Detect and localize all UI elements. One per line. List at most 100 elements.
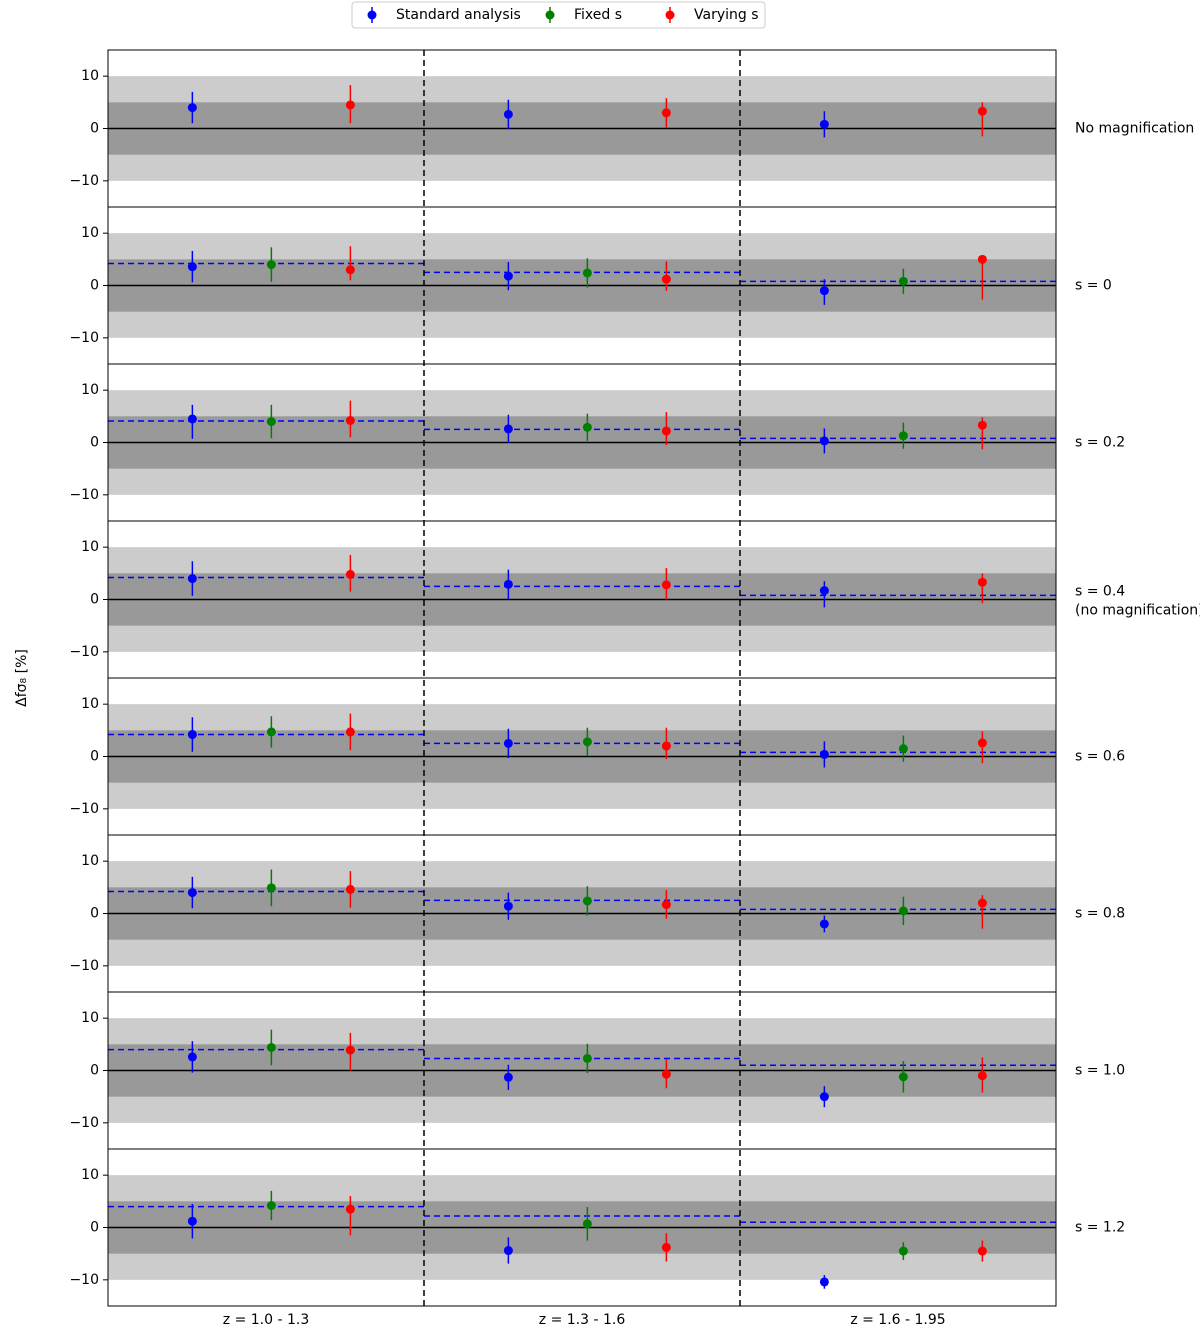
data-point bbox=[187, 888, 197, 898]
data-point bbox=[582, 1219, 592, 1229]
data-point bbox=[661, 900, 671, 910]
data-point bbox=[345, 727, 355, 737]
data-point bbox=[503, 271, 513, 281]
data-point bbox=[266, 727, 276, 737]
data-point bbox=[819, 1092, 829, 1102]
data-point bbox=[345, 1204, 355, 1214]
data-point bbox=[503, 424, 513, 434]
data-point bbox=[898, 1246, 908, 1256]
data-point bbox=[977, 1071, 987, 1081]
panel-label: s = 0 bbox=[1075, 278, 1112, 294]
y-tick-label: 0 bbox=[90, 592, 99, 608]
data-point bbox=[266, 260, 276, 270]
panel-label: (no magnification) bbox=[1075, 603, 1200, 619]
x-category-label: z = 1.6 - 1.95 bbox=[850, 1312, 945, 1327]
data-point bbox=[582, 1053, 592, 1063]
panel-label: s = 0.2 bbox=[1075, 435, 1125, 451]
legend-marker bbox=[545, 10, 555, 20]
y-tick-label: 0 bbox=[90, 906, 99, 922]
legend-label: Varying s bbox=[694, 7, 759, 23]
y-tick-label: 10 bbox=[81, 1167, 99, 1183]
data-point bbox=[977, 106, 987, 116]
legend-marker bbox=[665, 10, 675, 20]
data-point bbox=[898, 906, 908, 916]
y-tick-label: −10 bbox=[69, 487, 99, 503]
y-tick-label: −10 bbox=[69, 801, 99, 817]
data-point bbox=[266, 883, 276, 893]
data-point bbox=[582, 896, 592, 906]
data-point bbox=[819, 919, 829, 929]
y-tick-label: 10 bbox=[81, 539, 99, 555]
data-point bbox=[661, 1242, 671, 1252]
data-point bbox=[819, 749, 829, 759]
x-category-label: z = 1.0 - 1.3 bbox=[223, 1312, 309, 1327]
panel-label: No magnification bbox=[1075, 121, 1194, 137]
data-point bbox=[582, 422, 592, 432]
y-tick-label: 10 bbox=[81, 696, 99, 712]
legend-box bbox=[351, 1, 766, 29]
data-point bbox=[503, 109, 513, 119]
data-point bbox=[898, 431, 908, 441]
y-tick-label: 10 bbox=[81, 853, 99, 869]
data-point bbox=[977, 577, 987, 587]
data-point bbox=[266, 417, 276, 427]
data-point bbox=[661, 426, 671, 436]
data-point bbox=[345, 265, 355, 275]
data-point bbox=[898, 744, 908, 754]
data-point bbox=[266, 1201, 276, 1211]
data-point bbox=[977, 1246, 987, 1256]
y-tick-label: −10 bbox=[69, 1272, 99, 1288]
data-point bbox=[187, 414, 197, 424]
y-tick-label: −10 bbox=[69, 1115, 99, 1131]
data-point bbox=[345, 569, 355, 579]
data-point bbox=[503, 1072, 513, 1082]
data-point bbox=[819, 1277, 829, 1287]
y-tick-label: 10 bbox=[81, 225, 99, 241]
data-point bbox=[187, 574, 197, 584]
data-point bbox=[977, 254, 987, 264]
data-point bbox=[582, 268, 592, 278]
y-tick-label: 10 bbox=[81, 1010, 99, 1026]
y-tick-label: 0 bbox=[90, 121, 99, 137]
y-tick-label: −10 bbox=[69, 173, 99, 189]
data-point bbox=[819, 436, 829, 446]
data-point bbox=[819, 586, 829, 596]
data-point bbox=[582, 737, 592, 747]
legend-label: Fixed s bbox=[574, 7, 622, 23]
data-point bbox=[977, 898, 987, 908]
data-point bbox=[187, 262, 197, 272]
data-point bbox=[187, 1052, 197, 1062]
data-point bbox=[819, 286, 829, 296]
data-point bbox=[503, 901, 513, 911]
data-point bbox=[819, 119, 829, 129]
data-point bbox=[503, 579, 513, 589]
y-axis-label: Δfσ₈ [%] bbox=[14, 649, 30, 707]
data-point bbox=[661, 580, 671, 590]
panel-label: s = 1.0 bbox=[1075, 1063, 1125, 1079]
data-point bbox=[345, 100, 355, 110]
legend-label: Standard analysis bbox=[396, 7, 521, 23]
data-point bbox=[503, 738, 513, 748]
y-tick-label: 0 bbox=[90, 435, 99, 451]
data-point bbox=[898, 276, 908, 286]
y-tick-label: 0 bbox=[90, 278, 99, 294]
data-point bbox=[345, 884, 355, 894]
y-tick-label: 0 bbox=[90, 1063, 99, 1079]
data-point bbox=[661, 741, 671, 751]
y-tick-label: −10 bbox=[69, 644, 99, 660]
data-point bbox=[187, 730, 197, 740]
data-point bbox=[345, 416, 355, 426]
data-point bbox=[977, 738, 987, 748]
y-tick-label: −10 bbox=[69, 958, 99, 974]
data-point bbox=[266, 1042, 276, 1052]
y-tick-label: −10 bbox=[69, 330, 99, 346]
panel-label: s = 0.8 bbox=[1075, 906, 1125, 922]
panel-label: s = 1.2 bbox=[1075, 1220, 1125, 1236]
y-tick-label: 0 bbox=[90, 1220, 99, 1236]
data-point bbox=[503, 1246, 513, 1256]
legend-marker bbox=[367, 10, 377, 20]
panel-frame bbox=[107, 1148, 1057, 1307]
y-tick-label: 0 bbox=[90, 749, 99, 765]
